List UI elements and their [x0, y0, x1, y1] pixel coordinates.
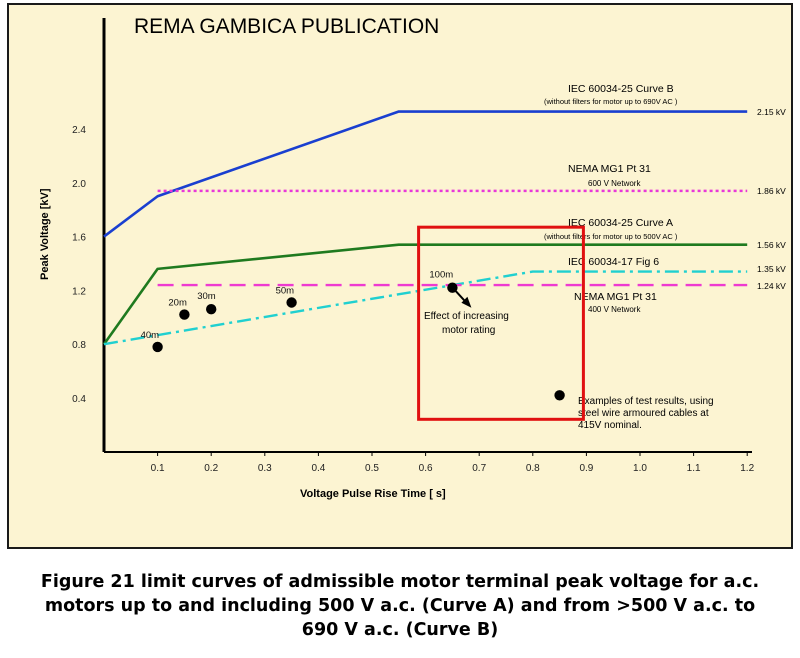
test-result-label: 20m	[168, 298, 187, 309]
caption-line-2: motors up to and including 500 V a.c. (C…	[44, 596, 756, 616]
test-result-point	[447, 282, 458, 293]
legend-line2: steel wire armoured cables at	[578, 408, 709, 419]
x-tick-label: 1.2	[740, 463, 754, 474]
test-result-label: 30m	[197, 291, 216, 302]
caption-line-3: 690 V a.c. (Curve B)	[301, 620, 499, 640]
x-tick-label: 0.1	[151, 463, 165, 474]
x-tick-label: 0.9	[579, 463, 593, 474]
chart: REMA GAMBICA PUBLICATION 0.1 0.2 0.3 0.4 0.5…	[7, 3, 793, 549]
x-tick-label: 0.8	[526, 463, 540, 474]
x-tick-label: 0.2	[204, 463, 218, 474]
nema-600-name: NEMA MG1 Pt 31	[568, 163, 651, 175]
legend-marker	[554, 390, 565, 401]
y-tick-label: 0.8	[72, 340, 86, 351]
series-labels: IEC 60034-25 Curve B (without filters fo…	[424, 83, 786, 431]
x-tick-label: 0.6	[419, 463, 433, 474]
caption-line-1: Figure 21 limit curves of admissible mot…	[40, 572, 760, 592]
effect-annotation-line1: Effect of increasing	[424, 311, 509, 322]
y-tick-label: 2.0	[72, 179, 86, 190]
y-tick-label: 1.2	[72, 286, 86, 297]
test-result-point	[206, 304, 217, 315]
legend-line1: Examples of test results, using	[578, 396, 714, 407]
x-tick-label: 0.4	[311, 463, 325, 474]
x-tick-label: 1.1	[687, 463, 701, 474]
test-result-label: 50m	[276, 286, 295, 297]
curve-a-note: (without filters for motor up to 500V AC…	[544, 232, 678, 241]
nema-600-note: 600 V Network	[588, 179, 641, 188]
y-tick-label: 0.4	[72, 394, 86, 405]
curve-b-end-label: 2.15 kV	[757, 107, 786, 117]
test-result-point	[179, 309, 190, 320]
overlay-layer	[417, 225, 585, 421]
nema-600-end-label: 1.86 kV	[757, 186, 786, 196]
test-result-point	[152, 341, 163, 353]
test-results-layer: 40m 20m 30m 50m 100m	[141, 270, 458, 353]
x-axis-label: Voltage Pulse Rise Time [ s]	[300, 488, 446, 500]
test-result-label: 40m	[141, 330, 160, 341]
curve-a-end-label: 1.56 kV	[757, 240, 786, 250]
curve-b-note: (without filters for motor up to 690V AC…	[544, 97, 678, 106]
y-tick-label: 2.4	[72, 125, 86, 136]
iec-17-name: IEC 60034-17 Fig 6	[568, 256, 659, 268]
curve-b-name: IEC 60034-25 Curve B	[568, 83, 674, 95]
x-tick-label: 0.5	[365, 463, 379, 474]
x-tick-label: 0.7	[472, 463, 486, 474]
highlight-box	[417, 225, 585, 421]
legend-line3: 415V nominal.	[578, 420, 642, 431]
effect-annotation-line2: motor rating	[442, 325, 495, 336]
effect-arrow-head	[461, 296, 472, 308]
curve-a-name: IEC 60034-25 Curve A	[568, 217, 673, 229]
series-line-iec-17	[103, 270, 748, 346]
x-tick-label: 1.0	[633, 463, 647, 474]
iec-17-end-label: 1.35 kV	[757, 264, 786, 274]
nema-400-name: NEMA MG1 Pt 31	[574, 291, 657, 303]
nema-400-end-label: 1.24 kV	[757, 281, 786, 291]
y-axis-label: Peak Voltage [kV]	[39, 188, 51, 280]
nema-400-note: 400 V Network	[588, 305, 641, 314]
axes: 0.1 0.2 0.3 0.4 0.5 0.6 0.7 0.8 0.9 1.0 1.1 1.2 0.4 0…	[72, 18, 755, 474]
publisher-title: REMA GAMBICA PUBLICATION	[134, 15, 439, 38]
series-line-curve-a	[102, 243, 748, 345]
figure-caption: Figure 21 limit curves of admissible mot…	[0, 570, 800, 642]
y-tick-label: 1.6	[72, 233, 86, 244]
chart-panel	[7, 3, 793, 549]
test-result-point	[286, 297, 297, 308]
x-tick-label: 0.3	[258, 463, 272, 474]
test-result-label: 100m	[429, 270, 453, 281]
series-line-curve-b	[103, 110, 748, 238]
